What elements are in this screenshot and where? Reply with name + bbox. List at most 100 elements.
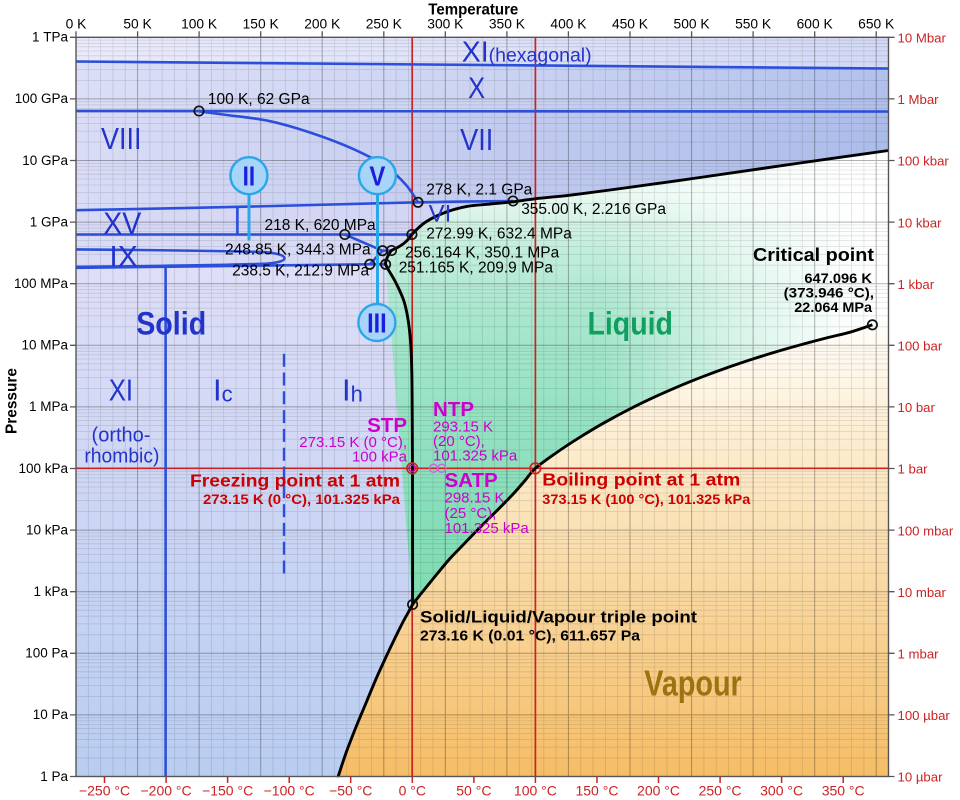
- svg-text:150 °C: 150 °C: [575, 783, 618, 799]
- svg-text:(ortho-: (ortho-: [92, 425, 151, 447]
- svg-text:293.15 K: 293.15 K: [433, 419, 493, 436]
- svg-text:200 K: 200 K: [304, 17, 341, 32]
- svg-text:200 °C: 200 °C: [637, 783, 680, 799]
- svg-text:VIII: VIII: [101, 121, 142, 156]
- svg-text:1 MPa: 1 MPa: [29, 399, 69, 414]
- svg-text:(25 °C),: (25 °C),: [445, 505, 497, 522]
- svg-text:VI: VI: [429, 200, 452, 227]
- svg-text:Ic: Ic: [213, 372, 233, 407]
- svg-text:1 Mbar: 1 Mbar: [898, 92, 940, 107]
- svg-text:II: II: [243, 161, 256, 192]
- svg-text:Vapour: Vapour: [644, 663, 742, 704]
- svg-text:248.85 K, 344.3 MPa: 248.85 K, 344.3 MPa: [225, 242, 371, 259]
- svg-text:273.16 K (0.01 °C), 611.657 Pa: 273.16 K (0.01 °C), 611.657 Pa: [420, 628, 641, 644]
- svg-text:1 bar: 1 bar: [898, 462, 929, 477]
- svg-text:10 mbar: 10 mbar: [898, 585, 947, 600]
- svg-text:−100 °C: −100 °C: [264, 783, 315, 799]
- svg-text:350 K: 350 K: [489, 17, 526, 32]
- svg-text:10 bar: 10 bar: [898, 400, 936, 415]
- svg-text:1 mbar: 1 mbar: [898, 647, 940, 662]
- svg-text:238.5 K, 212.9 MPa: 238.5 K, 212.9 MPa: [232, 263, 369, 280]
- svg-text:10 Pa: 10 Pa: [33, 707, 69, 722]
- svg-text:0 °C: 0 °C: [399, 783, 426, 799]
- svg-text:373.15 K (100 °C), 101.325 kPa: 373.15 K (100 °C), 101.325 kPa: [542, 491, 750, 507]
- svg-text:Pressure: Pressure: [4, 368, 21, 434]
- svg-text:V: V: [369, 161, 385, 192]
- svg-text:400 K: 400 K: [550, 17, 587, 32]
- svg-text:XI: XI: [109, 372, 133, 407]
- svg-text:0 K: 0 K: [66, 17, 88, 32]
- svg-text:IX: IX: [109, 240, 137, 273]
- svg-text:256.164 K, 350.1 MPa: 256.164 K, 350.1 MPa: [405, 244, 560, 261]
- svg-text:100 K, 62 GPa: 100 K, 62 GPa: [208, 91, 310, 108]
- svg-text:10 µbar: 10 µbar: [898, 770, 944, 785]
- svg-text:100 kPa: 100 kPa: [18, 461, 68, 476]
- svg-text:10 kPa: 10 kPa: [26, 522, 69, 537]
- svg-text:100 °C: 100 °C: [514, 783, 557, 799]
- svg-text:500 K: 500 K: [674, 17, 711, 32]
- svg-text:50 K: 50 K: [123, 17, 152, 32]
- svg-text:(373.946 °C),: (373.946 °C),: [784, 286, 874, 302]
- svg-text:278 K, 2.1 GPa: 278 K, 2.1 GPa: [426, 182, 532, 199]
- svg-text:1 kPa: 1 kPa: [33, 584, 68, 599]
- svg-text:22.064 MPa: 22.064 MPa: [794, 300, 872, 316]
- svg-text:Freezing point at 1 atm: Freezing point at 1 atm: [190, 470, 400, 490]
- svg-text:600 K: 600 K: [797, 17, 834, 32]
- svg-text:100 Pa: 100 Pa: [25, 646, 68, 661]
- svg-text:100 mbar: 100 mbar: [898, 523, 954, 538]
- svg-text:−250 °C: −250 °C: [79, 783, 130, 799]
- svg-text:−50 °C: −50 °C: [329, 783, 372, 799]
- svg-text:101.325 kPa: 101.325 kPa: [433, 448, 518, 465]
- svg-text:300 °C: 300 °C: [760, 783, 803, 799]
- svg-text:Liquid: Liquid: [587, 305, 673, 341]
- svg-text:rhombic): rhombic): [84, 445, 159, 467]
- svg-text:251.165 K, 209.9 MPa: 251.165 K, 209.9 MPa: [399, 260, 554, 277]
- svg-text:NTP: NTP: [433, 398, 474, 421]
- svg-text:10 MPa: 10 MPa: [21, 338, 68, 353]
- svg-text:100 bar: 100 bar: [898, 339, 943, 354]
- svg-text:100 kPa: 100 kPa: [352, 449, 408, 466]
- svg-text:100 kbar: 100 kbar: [898, 154, 950, 169]
- svg-text:1 Pa: 1 Pa: [40, 769, 68, 784]
- svg-text:10 GPa: 10 GPa: [22, 153, 68, 168]
- svg-text:300 K: 300 K: [427, 17, 464, 32]
- svg-text:550 K: 550 K: [735, 17, 772, 32]
- svg-text:STP: STP: [367, 414, 407, 437]
- svg-text:1 TPa: 1 TPa: [32, 30, 69, 45]
- svg-text:101.325 kPa: 101.325 kPa: [445, 520, 530, 537]
- svg-text:Boiling point at 1 atm: Boiling point at 1 atm: [542, 469, 740, 489]
- svg-text:272.99 K, 632.4 MPa: 272.99 K, 632.4 MPa: [426, 226, 572, 243]
- svg-text:218 K, 620 MPa: 218 K, 620 MPa: [265, 217, 377, 234]
- svg-text:Solid: Solid: [136, 306, 206, 342]
- svg-text:−150 °C: −150 °C: [202, 783, 253, 799]
- svg-text:XV: XV: [103, 205, 141, 241]
- svg-text:Critical point: Critical point: [753, 244, 874, 265]
- svg-text:X: X: [468, 72, 485, 105]
- svg-text:650 K: 650 K: [858, 17, 895, 32]
- svg-text:647.096 K: 647.096 K: [804, 271, 872, 287]
- svg-text:355.00 K, 2.216 GPa: 355.00 K, 2.216 GPa: [521, 201, 666, 218]
- svg-text:350 °C: 350 °C: [822, 783, 865, 799]
- svg-text:III: III: [367, 307, 387, 338]
- svg-text:Temperature: Temperature: [428, 2, 518, 19]
- svg-text:150 K: 150 K: [243, 17, 280, 32]
- svg-text:1 kbar: 1 kbar: [898, 277, 935, 292]
- svg-text:(20 °C),: (20 °C),: [433, 433, 485, 450]
- svg-text:10 Mbar: 10 Mbar: [898, 31, 947, 46]
- svg-text:100 MPa: 100 MPa: [14, 276, 69, 291]
- svg-text:298.15 K: 298.15 K: [445, 490, 505, 507]
- svg-text:100 GPa: 100 GPa: [15, 91, 69, 106]
- svg-text:SATP: SATP: [445, 469, 498, 492]
- svg-text:273.15 K (0 °C),: 273.15 K (0 °C),: [299, 434, 407, 451]
- svg-text:450 K: 450 K: [612, 17, 649, 32]
- svg-text:100 µbar: 100 µbar: [898, 708, 951, 723]
- svg-text:273.15 K (0 °C), 101.325 kPa: 273.15 K (0 °C), 101.325 kPa: [203, 491, 400, 507]
- svg-text:250 K: 250 K: [366, 17, 403, 32]
- svg-text:50 °C: 50 °C: [456, 783, 491, 799]
- svg-text:Solid/Liquid/Vapour triple poi: Solid/Liquid/Vapour triple point: [420, 608, 697, 627]
- svg-text:100 K: 100 K: [181, 17, 218, 32]
- svg-text:VII: VII: [460, 122, 493, 157]
- svg-text:1 GPa: 1 GPa: [30, 214, 69, 229]
- svg-text:Ih: Ih: [342, 372, 363, 407]
- svg-text:250 °C: 250 °C: [699, 783, 742, 799]
